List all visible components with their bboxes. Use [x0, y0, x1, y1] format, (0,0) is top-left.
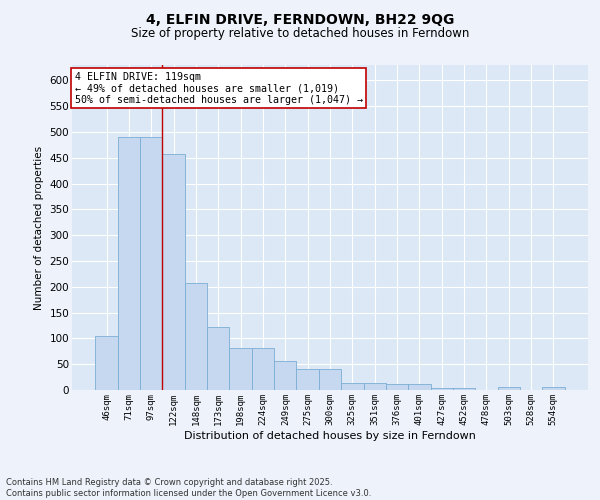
- Bar: [542, 387, 565, 390]
- Bar: [207, 327, 229, 390]
- X-axis label: Distribution of detached houses by size in Ferndown: Distribution of detached houses by size …: [184, 430, 476, 440]
- Bar: [364, 384, 386, 390]
- Bar: [408, 384, 431, 390]
- Bar: [140, 137, 163, 390]
- Bar: [431, 388, 453, 390]
- Bar: [118, 137, 140, 390]
- Bar: [274, 360, 296, 390]
- Bar: [163, 154, 185, 390]
- Bar: [296, 370, 319, 390]
- Text: 4 ELFIN DRIVE: 119sqm
← 49% of detached houses are smaller (1,019)
50% of semi-d: 4 ELFIN DRIVE: 119sqm ← 49% of detached …: [74, 72, 362, 104]
- Bar: [252, 348, 274, 390]
- Text: 4, ELFIN DRIVE, FERNDOWN, BH22 9QG: 4, ELFIN DRIVE, FERNDOWN, BH22 9QG: [146, 12, 454, 26]
- Bar: [229, 348, 252, 390]
- Text: Contains HM Land Registry data © Crown copyright and database right 2025.
Contai: Contains HM Land Registry data © Crown c…: [6, 478, 371, 498]
- Y-axis label: Number of detached properties: Number of detached properties: [34, 146, 44, 310]
- Bar: [185, 283, 207, 390]
- Bar: [319, 370, 341, 390]
- Bar: [497, 387, 520, 390]
- Bar: [95, 336, 118, 390]
- Bar: [453, 388, 475, 390]
- Bar: [386, 384, 408, 390]
- Text: Size of property relative to detached houses in Ferndown: Size of property relative to detached ho…: [131, 28, 469, 40]
- Bar: [341, 384, 364, 390]
